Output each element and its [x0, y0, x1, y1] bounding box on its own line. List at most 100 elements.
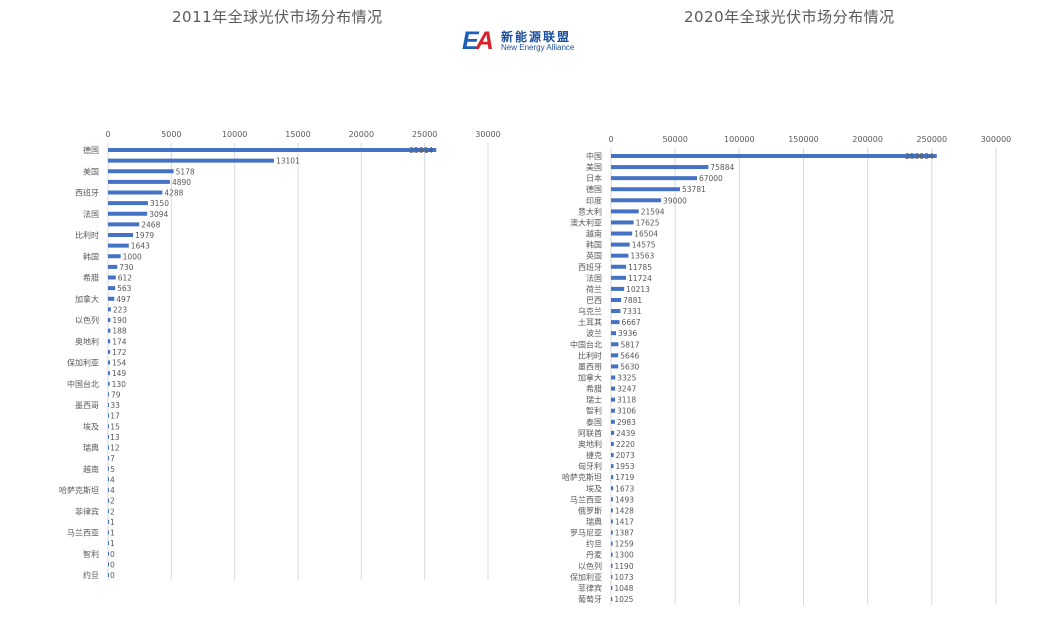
data-label: 3150 [150, 199, 169, 208]
bar [611, 176, 697, 181]
bar [108, 211, 148, 216]
category-label: 韩国 [83, 251, 99, 261]
bar [108, 445, 109, 450]
x-tick-label: 200000 [852, 135, 883, 144]
data-label: 5178 [176, 167, 195, 176]
data-label: 253834 [905, 152, 934, 161]
category-label: 罗马尼亚 [570, 529, 602, 538]
data-label: 0 [110, 560, 115, 569]
x-tick-label: 250000 [917, 135, 948, 144]
data-label: 190 [112, 316, 127, 325]
bar [611, 309, 621, 314]
bar [108, 466, 109, 471]
category-label: 比利时 [578, 350, 602, 360]
x-tick-label: 10000 [222, 130, 247, 139]
bar [108, 498, 109, 503]
bar [108, 243, 129, 248]
bar [611, 552, 613, 557]
bar [611, 209, 639, 214]
category-label: 西班牙 [578, 262, 602, 272]
data-label: 13101 [276, 157, 300, 166]
bar [108, 254, 121, 259]
bar [108, 360, 110, 365]
data-label: 563 [117, 284, 132, 293]
data-label: 4288 [164, 189, 183, 198]
data-label: 2983 [617, 418, 636, 427]
logo-chinese-text: 新能源联盟 [501, 30, 572, 44]
category-label: 捷克 [586, 450, 602, 460]
category-label: 奥地利 [578, 439, 602, 449]
category-label: 以色列 [75, 315, 99, 325]
data-label: 5646 [620, 351, 639, 360]
data-label: 130 [112, 380, 127, 389]
bar [108, 573, 109, 577]
data-label: 149 [112, 369, 127, 378]
bar [611, 574, 613, 579]
x-tick-label: 25000 [412, 130, 437, 139]
category-label: 马兰西亚 [67, 528, 99, 538]
category-label: 美国 [586, 162, 602, 172]
category-label: 瑞典 [586, 516, 602, 526]
bar [611, 464, 614, 469]
x-tick-label: 15000 [285, 130, 310, 139]
data-label: 3118 [617, 396, 636, 405]
bar [108, 275, 116, 280]
bar [611, 231, 633, 236]
category-label: 希腊 [83, 273, 99, 283]
category-label: 中国台北 [570, 339, 602, 349]
category-label: 阿联酋 [578, 428, 602, 438]
category-label: 加拿大 [578, 373, 602, 383]
x-tick-label: 5000 [161, 130, 181, 139]
category-label: 约旦 [586, 539, 602, 549]
data-label: 730 [119, 263, 134, 272]
data-label: 2468 [141, 220, 160, 229]
bar [611, 297, 622, 302]
category-label: 智利 [586, 406, 602, 416]
data-label: 6667 [622, 318, 641, 327]
category-label: 德国 [586, 184, 602, 194]
bar [108, 169, 174, 174]
bar [108, 233, 134, 237]
bar [611, 541, 613, 546]
data-label: 3094 [149, 210, 168, 219]
data-label: 1643 [131, 242, 150, 251]
bar [108, 392, 110, 397]
category-label: 菲律宾 [578, 583, 602, 593]
category-label: 奥地利 [75, 336, 99, 346]
bar [611, 220, 634, 225]
data-label: 1953 [616, 462, 635, 471]
bar [611, 253, 629, 258]
category-label: 墨西哥 [75, 401, 99, 410]
category-label: 澳大利亚 [570, 217, 602, 227]
bar [611, 286, 625, 291]
bar [611, 165, 709, 170]
data-label: 13 [110, 433, 120, 442]
data-label: 3325 [617, 374, 636, 383]
category-label: 荷兰 [586, 284, 602, 294]
data-label: 4 [110, 475, 115, 484]
bar [611, 486, 614, 491]
data-label: 1979 [135, 231, 154, 240]
bar [611, 331, 617, 336]
x-tick-label: 50000 [662, 135, 687, 144]
data-label: 1025 [614, 595, 633, 604]
category-label: 泰国 [586, 417, 602, 427]
bar [108, 541, 109, 546]
data-label: 67000 [699, 174, 723, 183]
bar [108, 264, 118, 269]
category-label: 印度 [586, 195, 602, 205]
data-label: 3247 [617, 385, 636, 394]
bar [108, 519, 109, 524]
data-label: 497 [116, 295, 131, 304]
bar [108, 371, 110, 376]
category-label: 意大利 [578, 206, 602, 216]
new-energy-alliance-logo: EA 新能源联盟 New Energy Alliance [462, 28, 592, 54]
bar [611, 375, 616, 380]
bar [108, 509, 109, 514]
category-label: 匈牙利 [578, 461, 602, 471]
category-label: 法国 [83, 209, 99, 219]
bar [611, 264, 627, 269]
data-label: 21594 [641, 207, 665, 216]
data-label: 39000 [663, 196, 687, 205]
